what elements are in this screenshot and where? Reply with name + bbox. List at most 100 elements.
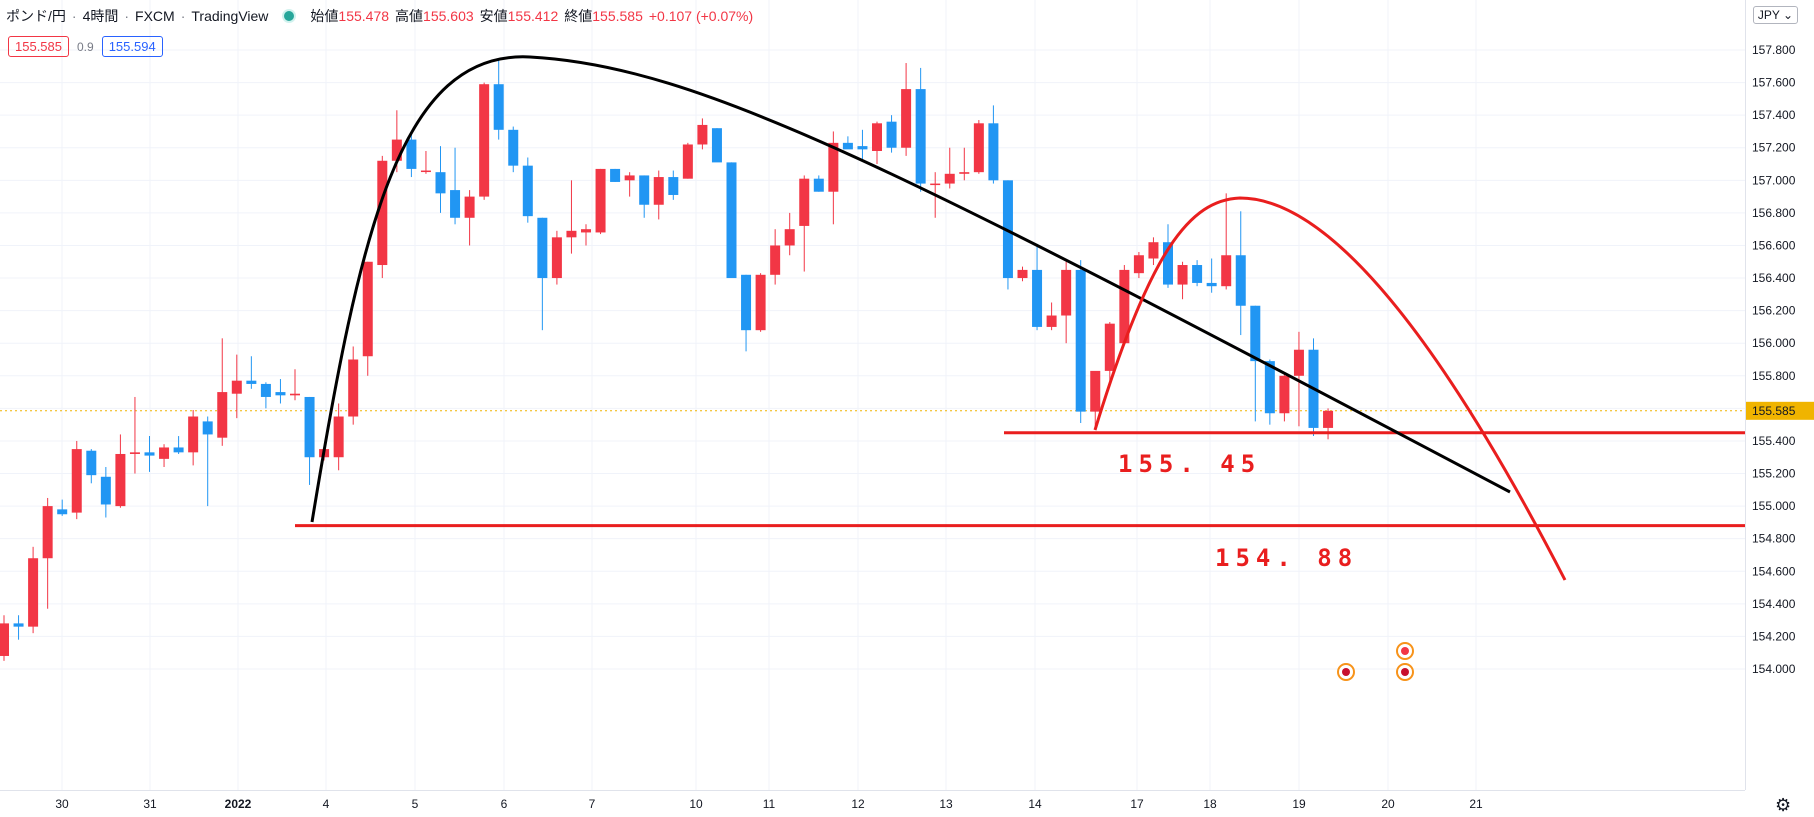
candle-body	[202, 421, 213, 435]
candle-body	[304, 396, 315, 458]
event-icon-dot	[1342, 668, 1350, 676]
candle-body	[333, 416, 344, 458]
candle-body	[711, 128, 722, 163]
candle-body	[930, 183, 941, 186]
candle-body	[1177, 265, 1188, 285]
time-axis[interactable]	[0, 790, 1745, 817]
candle-body	[886, 121, 897, 148]
candle-body	[1046, 315, 1057, 327]
candle-body	[1133, 255, 1144, 274]
candle-body	[537, 217, 548, 279]
candle-body	[944, 173, 955, 184]
gear-icon[interactable]: ⚙	[1775, 795, 1792, 815]
level-label-155-45: 155. 45	[1118, 450, 1261, 478]
candle-body	[1279, 375, 1290, 414]
change-value: +0.107 (+0.07%)	[648, 8, 754, 24]
candle-body	[741, 274, 752, 331]
source-label: TradingView	[191, 8, 269, 24]
open-value: 155.478	[338, 8, 390, 24]
candle-body	[115, 453, 126, 507]
candle-body	[246, 380, 257, 384]
broker-label: FXCM	[135, 8, 175, 24]
spread-value: 0.9	[77, 39, 94, 54]
candle-body	[1090, 370, 1101, 412]
candle-body	[479, 84, 490, 197]
level-label-154-88: 154. 88	[1215, 544, 1358, 572]
candle-body	[173, 447, 184, 453]
interval-label[interactable]: 4時間	[82, 8, 119, 24]
event-icon-dot	[1401, 647, 1409, 655]
currency-selector[interactable]: JPY ⌄	[1752, 6, 1798, 24]
candle-body	[959, 172, 970, 174]
candle-body	[857, 146, 868, 150]
candle-body	[275, 392, 286, 396]
candle-body	[13, 623, 24, 627]
price-axis[interactable]	[1745, 0, 1814, 790]
candle-body	[260, 383, 271, 397]
candle-body	[1293, 349, 1304, 376]
candle-body	[755, 274, 766, 331]
candle-body	[872, 123, 882, 151]
candle-body	[1264, 361, 1275, 414]
candle-body	[668, 177, 679, 195]
candle-body	[1104, 323, 1115, 371]
candle-body	[86, 450, 97, 476]
event-icon-dot	[1401, 668, 1409, 676]
candle-body	[493, 84, 504, 130]
high-label: 高値	[395, 8, 424, 24]
red-arc-drawing	[1093, 196, 1567, 581]
candle-body	[1221, 255, 1232, 287]
close-value: 155.585	[592, 8, 643, 24]
candle-body	[464, 196, 475, 218]
candle-body	[42, 506, 53, 559]
candle-body	[653, 177, 664, 205]
candle-body	[1075, 269, 1086, 412]
candle-body	[1163, 242, 1173, 285]
trade-panel: 155.585 0.9 155.594	[8, 36, 163, 57]
candle-body	[1250, 305, 1261, 362]
candle-body	[784, 229, 795, 246]
candle-body	[1119, 269, 1130, 344]
candle-body	[508, 129, 519, 166]
chevron-down-icon: ⌄	[1779, 8, 1793, 22]
candle-body	[450, 190, 461, 218]
candle-body	[639, 175, 650, 205]
separator: ·	[180, 8, 186, 24]
buy-button[interactable]: 155.594	[101, 36, 163, 57]
candle-body	[595, 168, 606, 233]
candle-body	[726, 162, 737, 279]
candle-body	[435, 172, 446, 194]
candle-body	[144, 452, 155, 456]
candle-body	[522, 165, 533, 217]
candle-body	[100, 476, 111, 505]
candle-body	[0, 623, 9, 656]
candle-body	[624, 175, 635, 181]
candle-body	[1206, 282, 1217, 287]
sell-button[interactable]: 155.585	[8, 36, 69, 57]
candle-body	[1017, 269, 1028, 279]
candle-body	[551, 237, 562, 279]
close-label: 終値	[564, 8, 593, 24]
candle-body	[973, 123, 984, 173]
candle-body	[188, 416, 199, 453]
candle-body	[770, 245, 781, 275]
candle-body	[420, 170, 431, 173]
chart-legend: ポンド/円 · 4時間 · FXCM · TradingView 始値155.4…	[6, 6, 753, 26]
candle-body	[362, 261, 373, 357]
candle-body	[57, 509, 68, 515]
separator: ·	[71, 8, 77, 24]
candle-body	[581, 229, 591, 233]
market-status-icon[interactable]	[282, 9, 297, 23]
candle-body	[1192, 265, 1203, 283]
low-value: 155.412	[507, 8, 559, 24]
candle-body	[1061, 269, 1072, 316]
symbol-label[interactable]: ポンド/円	[6, 8, 66, 24]
candle-body	[217, 392, 228, 438]
candle-body	[842, 142, 853, 150]
separator: ·	[124, 8, 130, 24]
currency-label: JPY	[1757, 8, 1780, 22]
candle-body	[799, 178, 810, 226]
candle-body	[1323, 410, 1334, 428]
